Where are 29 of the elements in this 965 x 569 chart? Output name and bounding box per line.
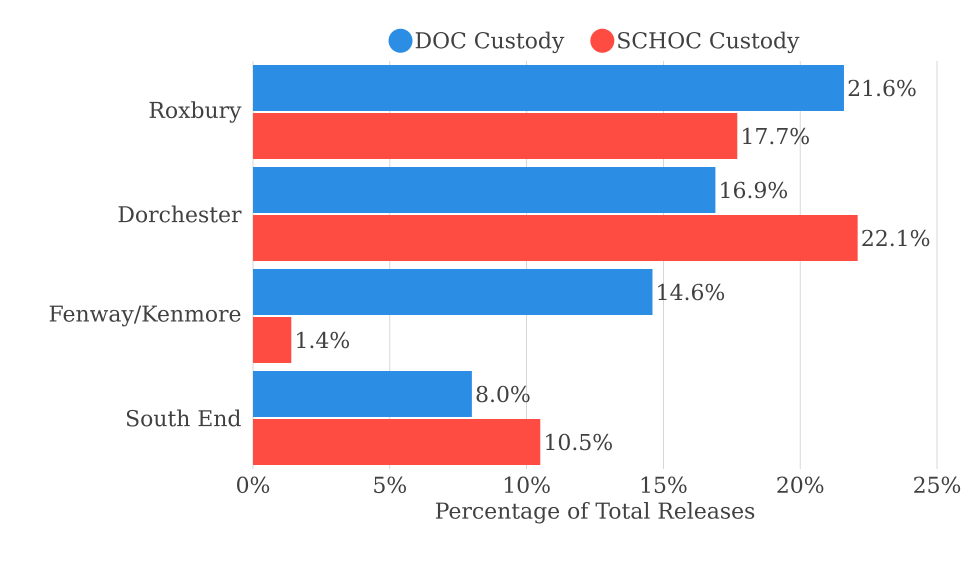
x-tick-label: 5%	[374, 476, 406, 494]
x-tick-label: 0%	[237, 476, 270, 494]
y-tick-label: South End	[126, 410, 241, 426]
bar	[253, 371, 472, 418]
bar	[253, 215, 858, 262]
bar	[253, 317, 292, 364]
data-label: 21.6%	[848, 80, 916, 96]
data-label: 22.1%	[862, 230, 930, 246]
data-label: 10.5%	[546, 434, 612, 450]
bar	[253, 113, 738, 160]
legend-label: DOC Custody	[416, 32, 564, 54]
data-label: 16.9%	[721, 182, 787, 198]
x-axis-title: Percentage of Total Releases	[436, 502, 754, 524]
data-label: 8.0%	[476, 386, 530, 402]
data-label: 1.4%	[297, 332, 349, 348]
bar	[253, 167, 716, 214]
x-tick-label: 20%	[777, 476, 824, 494]
y-tick-label: Fenway/Kenmore	[50, 306, 240, 326]
x-tick-label: 25%	[914, 476, 960, 494]
legend-label: SCHOC Custody	[618, 32, 800, 54]
bar	[253, 269, 652, 316]
x-tick-label: 10%	[504, 476, 550, 494]
bar	[253, 419, 540, 466]
y-tick-label: Dorchester	[118, 206, 242, 222]
data-label: 17.7%	[743, 128, 809, 144]
x-tick-label: 15%	[642, 476, 687, 494]
y-tick-label: Roxbury	[150, 101, 242, 123]
data-label: 14.6%	[658, 284, 724, 300]
bar	[253, 65, 844, 112]
